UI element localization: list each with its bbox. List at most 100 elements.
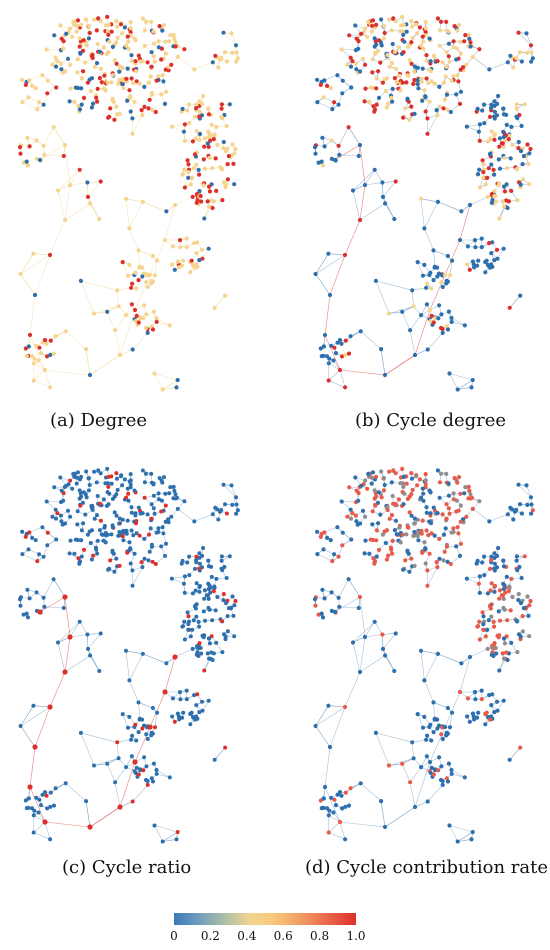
network-node (77, 488, 82, 493)
network-node (110, 96, 115, 101)
network-node (347, 33, 352, 38)
network-node (473, 245, 478, 250)
network-node (462, 323, 467, 328)
network-edge (231, 485, 237, 498)
network-node (522, 102, 527, 107)
network-node (424, 58, 429, 63)
network-node (188, 270, 193, 275)
network-node (508, 53, 513, 58)
network-node (98, 471, 103, 476)
network-node (441, 80, 447, 85)
network-edge (122, 713, 129, 728)
network-node (45, 354, 50, 359)
network-node (484, 258, 489, 263)
network-edge (472, 56, 490, 70)
network-node (105, 309, 110, 314)
network-node (139, 108, 144, 113)
network-node (482, 121, 487, 126)
network-node (125, 486, 130, 491)
network-node (402, 39, 407, 44)
network-node (205, 651, 210, 656)
network-node (149, 64, 154, 69)
network-edge (328, 253, 346, 256)
network-node (156, 491, 161, 496)
network-node (120, 483, 125, 488)
network-edge (214, 295, 226, 308)
network-edge (34, 254, 51, 296)
network-node (68, 514, 73, 519)
network-node (468, 44, 473, 49)
network-node (318, 82, 323, 87)
network-node (150, 107, 155, 112)
network-node (444, 64, 449, 69)
network-node (492, 189, 497, 194)
network-node (92, 64, 97, 69)
network-node (127, 262, 132, 267)
network-node (161, 23, 167, 28)
network-node (206, 558, 211, 563)
network-node (142, 723, 146, 728)
network-node (322, 332, 328, 338)
network-node (75, 18, 81, 23)
network-node (435, 59, 440, 64)
network-node (77, 167, 82, 172)
network-node (18, 603, 23, 608)
network-node (197, 114, 202, 119)
network-node (196, 619, 201, 624)
network-node (92, 17, 97, 22)
network-node (390, 86, 395, 91)
network-node (137, 265, 142, 270)
network-node (37, 157, 43, 163)
network-node (163, 503, 168, 508)
network-node (225, 629, 230, 634)
network-node (76, 104, 81, 109)
network-edge (29, 334, 46, 371)
network-node (159, 509, 164, 514)
network-node (182, 590, 187, 595)
network-node (369, 29, 374, 34)
network-node (134, 286, 139, 291)
network-node (186, 627, 191, 632)
network-edge (177, 508, 195, 522)
network-node (321, 95, 326, 100)
network-node (58, 513, 63, 518)
network-edge (44, 821, 91, 828)
network-edge (89, 655, 100, 672)
network-node (336, 143, 341, 148)
network-node (227, 102, 232, 107)
network-node (125, 273, 131, 278)
network-edge (424, 201, 439, 229)
network-node (391, 16, 396, 21)
network-node (470, 377, 475, 383)
network-edge (125, 650, 130, 681)
network-node (525, 50, 530, 56)
network-node (465, 262, 470, 267)
network-node (197, 589, 202, 594)
network-node (67, 182, 73, 188)
network-node (101, 45, 106, 50)
network-node (26, 615, 30, 620)
network-node (61, 46, 66, 51)
network-node (85, 532, 90, 537)
network-node (225, 614, 230, 619)
network-edge (388, 311, 403, 314)
network-node (149, 776, 154, 781)
network-edge (69, 634, 88, 638)
network-edge (64, 636, 71, 673)
network-node (431, 248, 436, 253)
network-node (96, 16, 101, 21)
network-node (505, 60, 510, 65)
network-node (206, 112, 211, 117)
network-node (76, 470, 80, 475)
network-node (313, 271, 318, 277)
network-node (206, 134, 211, 140)
network-node (105, 29, 111, 34)
network-node (106, 50, 111, 55)
network-node (188, 182, 193, 187)
network-edge (162, 831, 178, 842)
network-edge (89, 203, 100, 220)
network-node (489, 102, 494, 107)
network-node (78, 51, 83, 56)
network-node (136, 320, 141, 325)
network-edge (204, 658, 211, 671)
